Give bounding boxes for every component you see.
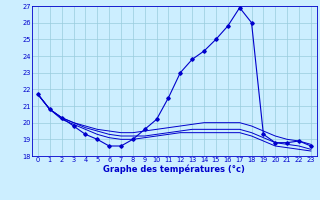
X-axis label: Graphe des températures (°c): Graphe des températures (°c) <box>103 165 245 174</box>
